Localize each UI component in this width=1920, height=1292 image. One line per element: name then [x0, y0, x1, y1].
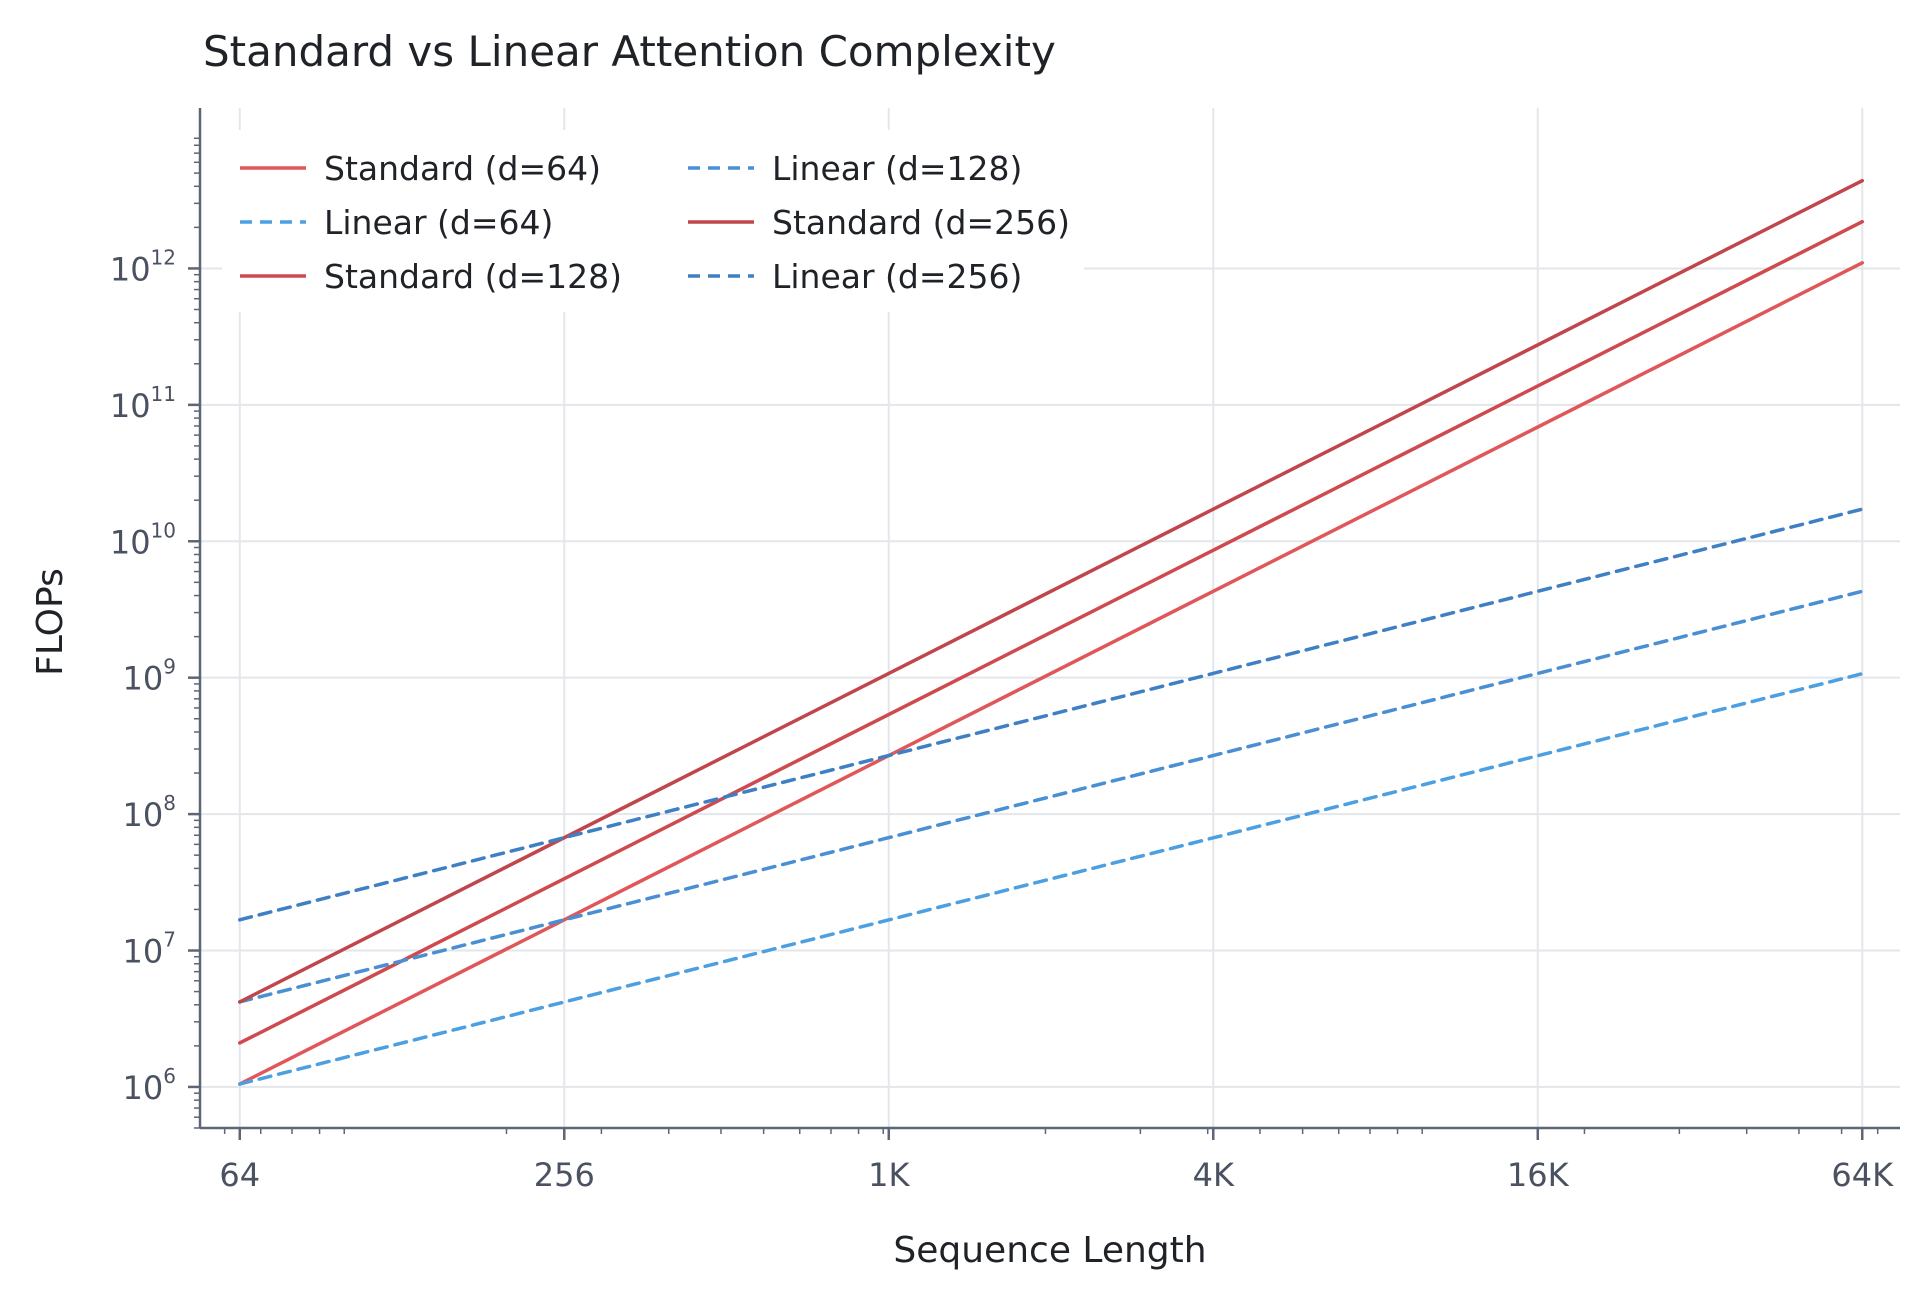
x-axis-label: Sequence Length — [893, 1230, 1206, 1271]
x-tick-label: 64 — [219, 1156, 260, 1194]
legend-label: Standard (d=128) — [324, 257, 622, 296]
x-tick-label: 16K — [1507, 1156, 1570, 1194]
series-line — [238, 589, 1865, 1004]
series-line — [238, 261, 1865, 1086]
y-tick-label: 1010 — [110, 518, 176, 561]
x-tick-label: 64K — [1831, 1156, 1894, 1194]
legend-label: Linear (d=128) — [772, 149, 1022, 188]
legend-label: Linear (d=256) — [772, 257, 1022, 296]
series-line — [238, 671, 1865, 1086]
legend-label: Linear (d=64) — [324, 203, 553, 242]
axes: 106 107 108 109 1010 1011 1012 64 256 1K 4K 16K 64K — [110, 108, 1900, 1194]
series-line — [238, 178, 1865, 1004]
series-layer — [238, 178, 1865, 1086]
legend-label: Standard (d=64) — [324, 149, 601, 188]
y-tick-label: 1011 — [110, 382, 176, 425]
x-tick-label: 4K — [1193, 1156, 1235, 1194]
y-tick-label: 106 — [123, 1064, 176, 1107]
series-line — [238, 219, 1865, 1045]
x-tick-label: 1K — [868, 1156, 910, 1194]
x-tick-label: 256 — [534, 1156, 595, 1194]
chart-title: Standard vs Linear Attention Complexity — [203, 27, 1056, 76]
legend-label: Standard (d=256) — [772, 203, 1070, 242]
y-tick-label: 1012 — [110, 245, 176, 288]
y-tick-label: 108 — [123, 791, 176, 834]
y-axis-label: FLOPs — [30, 568, 71, 676]
series-line — [238, 507, 1865, 922]
legend: Standard (d=64) Linear (d=64) Standard (d=… — [222, 130, 1084, 312]
legend-box — [222, 130, 1084, 312]
y-tick-label: 107 — [123, 928, 176, 971]
y-tick-label: 109 — [123, 655, 176, 698]
